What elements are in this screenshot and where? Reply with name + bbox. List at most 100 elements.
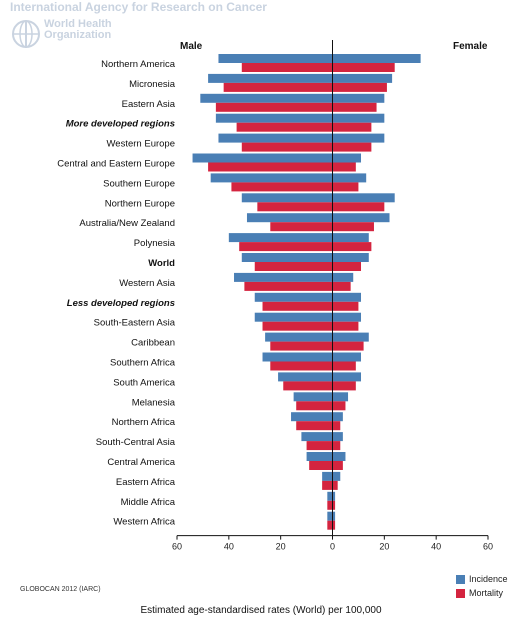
bar-incidence-female-western-asia: [332, 272, 354, 282]
legend-swatch-mortality: [456, 588, 465, 598]
bar-incidence-female-northern-america: [332, 54, 421, 63]
bar-mortality-male-less-developed-regions: [262, 301, 333, 311]
category-label-south-eastern-asia: South-Eastern Asia: [94, 318, 176, 329]
x-tick-label: 0: [330, 542, 335, 552]
category-label-south-central-asia: South-Central Asia: [96, 437, 176, 448]
bar-mortality-female-melanesia: [332, 401, 346, 411]
bar-mortality-male-central-and-eastern-europe: [208, 162, 333, 172]
bar-mortality-male-australia-new-zealand: [270, 222, 333, 232]
bar-mortality-female-south-eastern-asia: [332, 321, 359, 331]
bar-mortality-female-more-developed-regions: [332, 122, 372, 132]
category-label-middle-africa: Middle Africa: [121, 497, 176, 508]
bar-mortality-male-northern-europe: [257, 202, 333, 212]
bar-incidence-female-central-and-eastern-europe: [332, 153, 362, 163]
who-name-line2: Organization: [44, 29, 112, 41]
bar-mortality-male-western-africa: [327, 520, 333, 530]
category-label-western-africa: Western Africa: [113, 517, 175, 528]
bar-mortality-female-western-africa: [332, 520, 336, 530]
legend-item-incidence: Incidence: [456, 572, 508, 586]
bar-mortality-female-eastern-asia: [332, 102, 377, 112]
bar-mortality-male-caribbean: [270, 341, 333, 351]
category-label-world: World: [148, 258, 175, 269]
who-name-line1: World Health: [44, 18, 112, 30]
bar-mortality-male-northern-america: [241, 63, 333, 72]
bar-mortality-female-southern-africa: [332, 361, 356, 371]
bar-mortality-male-melanesia: [296, 401, 333, 411]
category-label-western-asia: Western Asia: [119, 278, 176, 289]
category-label-australia-new-zealand: Australia/New Zealand: [79, 218, 175, 229]
x-axis-title: Estimated age-standardised rates (World)…: [140, 605, 382, 616]
category-labels: Northern America Micronesia Eastern Asia Mo…: [57, 59, 175, 528]
bar-mortality-female-middle-africa: [332, 500, 336, 510]
category-label-southern-africa: Southern Africa: [110, 358, 176, 369]
x-axis: 60 40 20 0 20 40 60: [172, 40, 493, 552]
bar-mortality-female-western-europe: [332, 142, 372, 152]
bar-mortality-male-south-america: [283, 381, 333, 391]
bar-mortality-male-eastern-asia: [215, 102, 333, 112]
bar-incidence-male-australia-new-zealand: [246, 213, 333, 223]
x-tick-label: 60: [172, 542, 182, 552]
bar-mortality-female-northern-europe: [332, 202, 385, 212]
bar-mortality-female-northern-america: [332, 63, 395, 72]
bar-mortality-female-less-developed-regions: [332, 301, 359, 311]
legend-label-mortality: Mortality: [469, 588, 504, 598]
bar-incidence-male-eastern-africa: [322, 471, 333, 481]
bar-incidence-female-caribbean: [332, 332, 369, 342]
bar-incidence-female-south-central-asia: [332, 432, 343, 442]
x-tick-label: 60: [483, 542, 493, 552]
bar-incidence-female-australia-new-zealand: [332, 213, 390, 223]
bar-incidence-male-southern-europe: [210, 173, 333, 183]
bar-incidence-male-northern-america: [218, 54, 333, 63]
bar-mortality-female-central-and-eastern-europe: [332, 162, 356, 172]
category-label-central-america: Central America: [107, 457, 175, 468]
who-emblem-icon: [12, 20, 40, 48]
bar-incidence-female-south-america: [332, 372, 362, 382]
x-tick-label: 40: [224, 542, 234, 552]
bar-mortality-female-polynesia: [332, 242, 372, 252]
org-header: International Agency for Research on Can…: [8, 0, 267, 52]
bar-mortality-female-world: [332, 262, 362, 271]
bar-mortality-male-middle-africa: [327, 500, 333, 510]
category-label-southern-europe: Southern Europe: [103, 178, 175, 189]
bar-incidence-male-less-developed-regions: [254, 292, 333, 302]
x-tick-label: 20: [379, 542, 389, 552]
bar-mortality-male-central-america: [309, 461, 333, 470]
bar-mortality-female-south-central-asia: [332, 441, 341, 451]
bar-incidence-male-south-eastern-asia: [254, 312, 333, 322]
bar-incidence-female-more-developed-regions: [332, 113, 385, 123]
bar-mortality-male-world: [254, 262, 333, 271]
bar-incidence-male-micronesia: [208, 73, 333, 83]
bar-incidence-male-melanesia: [293, 392, 333, 402]
bar-mortality-female-south-america: [332, 381, 356, 391]
category-label-caribbean: Caribbean: [131, 338, 175, 349]
x-tick-label: 20: [276, 542, 286, 552]
bar-incidence-male-western-africa: [327, 511, 333, 521]
bar-mortality-male-micronesia: [223, 82, 333, 92]
bar-incidence-male-more-developed-regions: [215, 113, 333, 123]
bar-mortality-female-western-asia: [332, 281, 351, 291]
category-label-northern-europe: Northern Europe: [105, 198, 175, 209]
bar-incidence-male-south-central-asia: [301, 432, 333, 442]
bar-incidence-male-northern-africa: [291, 412, 333, 422]
legend: Incidence Mortality: [456, 572, 508, 600]
bar-incidence-male-southern-africa: [262, 352, 333, 362]
bar-mortality-female-micronesia: [332, 82, 387, 92]
bar-incidence-female-southern-africa: [332, 352, 362, 362]
bar-incidence-female-world: [332, 253, 369, 262]
bar-incidence-male-central-america: [306, 452, 333, 461]
bar-mortality-male-eastern-africa: [322, 480, 333, 490]
bar-mortality-male-southern-africa: [270, 361, 333, 371]
bar-incidence-male-caribbean: [265, 332, 333, 342]
bar-incidence-male-western-asia: [234, 272, 333, 282]
bar-mortality-male-northern-africa: [296, 421, 333, 431]
pyramid-chart: Male Female Northern America Micronesia Ea…: [57, 40, 493, 552]
legend-label-incidence: Incidence: [469, 574, 508, 584]
category-label-eastern-asia: Eastern Asia: [122, 99, 176, 110]
bar-incidence-female-melanesia: [332, 392, 349, 402]
who-name: World Health Organization: [44, 19, 112, 41]
bar-incidence-female-polynesia: [332, 233, 369, 243]
bar-mortality-female-eastern-africa: [332, 480, 338, 490]
bar-mortality-male-southern-europe: [231, 182, 333, 192]
bar-mortality-male-south-eastern-asia: [262, 321, 333, 331]
bar-incidence-female-middle-africa: [332, 491, 336, 501]
